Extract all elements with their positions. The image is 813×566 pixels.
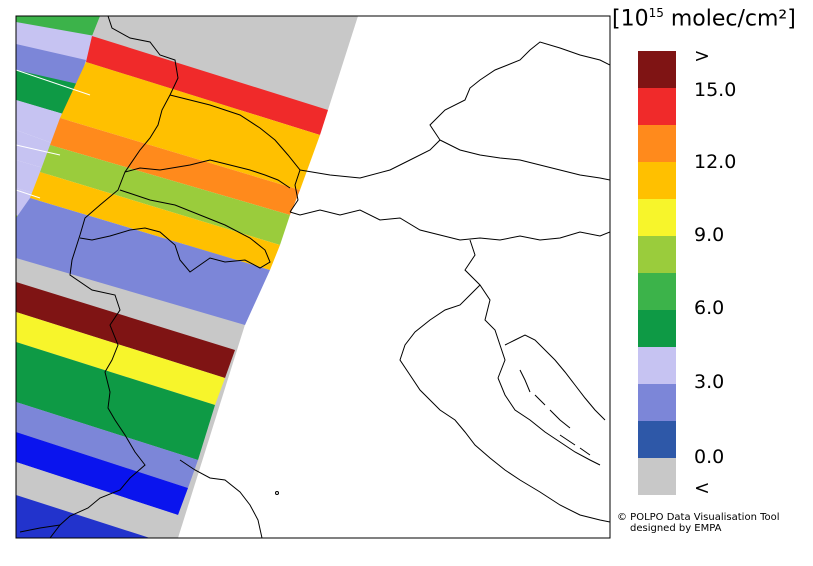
pixel xyxy=(86,36,328,135)
pixel xyxy=(50,118,300,215)
coastlines-borders xyxy=(19,16,610,538)
pixel-edge xyxy=(16,69,91,96)
island xyxy=(275,491,279,495)
pixel xyxy=(16,44,86,86)
legend-swatch xyxy=(638,384,676,421)
border-line xyxy=(169,94,301,213)
legend-label-under: < xyxy=(694,477,710,499)
coastline xyxy=(497,377,601,466)
pixel xyxy=(40,145,290,245)
pixel xyxy=(16,342,215,460)
border-line xyxy=(299,41,610,179)
pixel xyxy=(16,22,95,62)
pixel xyxy=(16,432,188,515)
legend-label-over: > xyxy=(694,45,710,67)
pixel-edge xyxy=(16,144,61,156)
border-line xyxy=(289,209,610,241)
legend-swatch xyxy=(638,236,676,273)
coastline xyxy=(504,334,606,421)
pixel xyxy=(16,282,235,378)
legend-tick-label: 0.0 xyxy=(694,446,725,468)
legend-tick-label: 15.0 xyxy=(694,79,737,101)
legend-swatch xyxy=(638,421,676,458)
pixel xyxy=(16,312,225,405)
border-line xyxy=(79,189,271,273)
legend-tick-label: 12.0 xyxy=(694,151,737,173)
legend-swatch xyxy=(638,162,676,199)
border-line xyxy=(124,159,291,189)
legend-swatch xyxy=(638,125,676,162)
pixel xyxy=(16,402,198,488)
legend-unit-label: [1015 molec/cm²] xyxy=(612,6,796,32)
pixel xyxy=(30,172,280,270)
border-line xyxy=(439,139,610,181)
border-line xyxy=(464,239,506,379)
satellite-swath xyxy=(16,16,358,538)
legend-color-bar xyxy=(638,51,676,495)
legend-swatch xyxy=(638,51,676,88)
map-frame xyxy=(15,15,611,539)
coastline xyxy=(179,459,263,538)
border-line xyxy=(49,16,179,538)
coastline xyxy=(519,369,591,456)
legend-tick-label: 9.0 xyxy=(694,224,725,246)
coastline xyxy=(399,284,610,523)
legend-tick-label: 6.0 xyxy=(694,297,725,319)
pixel xyxy=(16,70,78,116)
legend-swatch xyxy=(638,458,676,495)
legend-tick-label: 3.0 xyxy=(694,371,725,393)
legend-swatch xyxy=(638,310,676,347)
pixel xyxy=(16,198,270,325)
legend-swatch xyxy=(638,347,676,384)
legend-swatch xyxy=(638,199,676,236)
legend-swatch xyxy=(638,88,676,125)
credit-line-1: © POLPO Data Visualisation Tool xyxy=(617,512,780,523)
credit-line-2: designed by EMPA xyxy=(630,523,722,534)
pixel-edge xyxy=(16,189,41,199)
legend-swatch xyxy=(638,273,676,310)
pixel xyxy=(16,495,150,538)
pixel xyxy=(60,62,320,190)
coastline xyxy=(19,524,61,533)
